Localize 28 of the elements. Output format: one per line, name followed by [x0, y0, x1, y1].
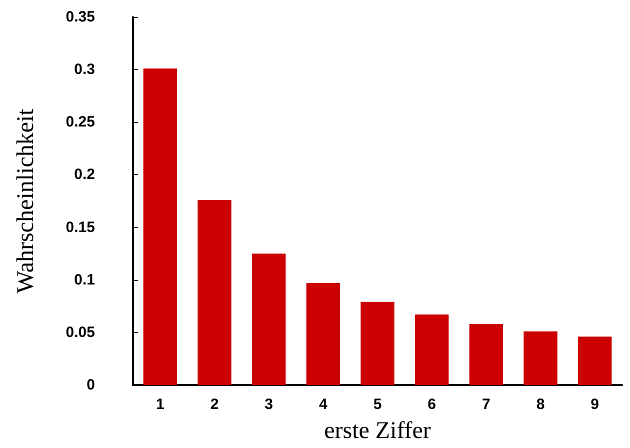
bar — [578, 336, 612, 385]
x-tick-label: 4 — [318, 396, 328, 413]
x-tick-label: 9 — [590, 396, 600, 413]
y-tick-label: 0.2 — [74, 166, 95, 184]
x-tick-label: 1 — [156, 396, 164, 413]
bar — [198, 200, 232, 385]
bar — [414, 314, 449, 385]
x-tick-label: 2 — [210, 396, 219, 413]
bar — [360, 302, 394, 385]
y-tick-label: 0.3 — [74, 61, 95, 78]
bar — [524, 331, 558, 385]
x-tick-label: 6 — [428, 396, 436, 413]
x-tick-label: 8 — [536, 396, 545, 413]
x-tick-label: 7 — [482, 396, 490, 413]
bar — [469, 324, 504, 385]
bar — [306, 283, 340, 385]
y-tick-label: 0.25 — [66, 114, 95, 131]
x-tick-label: 5 — [373, 396, 382, 413]
bar — [252, 254, 286, 385]
x-axis-title: erste Ziffer — [324, 418, 431, 444]
y-tick-label: 0.35 — [66, 8, 95, 26]
y-tick-label: 0.1 — [74, 271, 95, 288]
y-tick-label: 0.05 — [66, 324, 95, 341]
y-tick-label: 0.15 — [66, 218, 95, 236]
bar — [143, 68, 178, 385]
x-tick-label: 3 — [264, 396, 274, 413]
y-axis-title: Wahrscheinlichkeit — [13, 108, 39, 294]
y-tick-label: 0 — [86, 376, 95, 394]
